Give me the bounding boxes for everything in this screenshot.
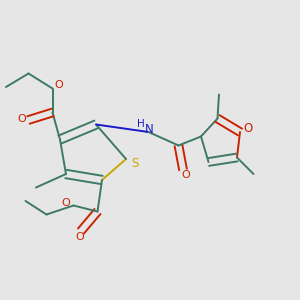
Text: O: O — [243, 122, 252, 136]
Text: S: S — [131, 157, 139, 170]
Text: O: O — [182, 170, 190, 181]
Text: N: N — [145, 123, 154, 136]
Text: H: H — [137, 118, 145, 129]
Text: O: O — [55, 80, 64, 91]
Text: O: O — [75, 232, 84, 242]
Text: O: O — [17, 113, 26, 124]
Text: O: O — [61, 197, 70, 208]
